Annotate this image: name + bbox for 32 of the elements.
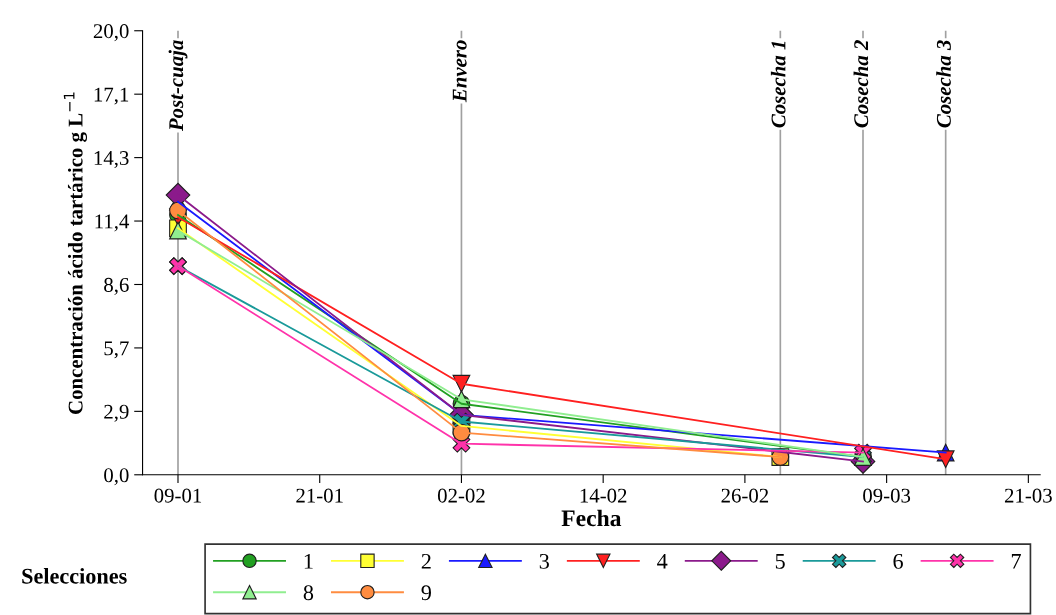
legend-label: 5: [775, 554, 785, 569]
legend-label: 7: [1011, 554, 1021, 569]
ref-line-label: Envero: [452, 40, 467, 103]
ref-line-label: Post-cuaja: [168, 40, 188, 132]
ref-line-label: Cosecha 3: [936, 40, 951, 128]
y-tick-label: 14,3: [94, 151, 129, 169]
x-tick-label: 14-02: [580, 488, 627, 503]
legend-label: 8: [303, 585, 314, 601]
y-tick-label: 0,0: [104, 468, 129, 486]
x-tick-label: 26-02: [721, 488, 769, 503]
y-tick-label: 5,7: [104, 341, 129, 359]
y-tick-label: 11,4: [95, 214, 130, 232]
legend-title: Selecciones: [22, 568, 127, 584]
x-tick-label: 02-02: [437, 488, 485, 503]
y-axis-title: Concentración ácido tartárico g L$^{−1}$: [63, 92, 88, 414]
x-tick-label: 09-03: [863, 488, 911, 503]
legend-label: 4: [657, 553, 668, 569]
ref-line-label: Cosecha 1: [770, 41, 786, 128]
x-tick-label: 21-01: [296, 488, 343, 503]
legend-label: 9: [421, 585, 431, 601]
y-tick-label: 17,1: [94, 87, 129, 105]
legend-label: 6: [893, 553, 903, 569]
y-tick-label: 20,0: [93, 24, 129, 42]
x-tick-label: 21-03: [1004, 488, 1052, 503]
legend-label: 2: [421, 553, 431, 569]
legend-label: 3: [539, 553, 549, 569]
x-axis-title: Fecha: [561, 509, 622, 527]
x-tick-label: 09-01: [154, 488, 202, 503]
legend-label: 1: [304, 553, 313, 569]
y-tick-label: 8,6: [104, 277, 129, 295]
ref-line-label: Cosecha 2: [853, 40, 869, 128]
y-tick-label: 2,9: [104, 404, 129, 422]
